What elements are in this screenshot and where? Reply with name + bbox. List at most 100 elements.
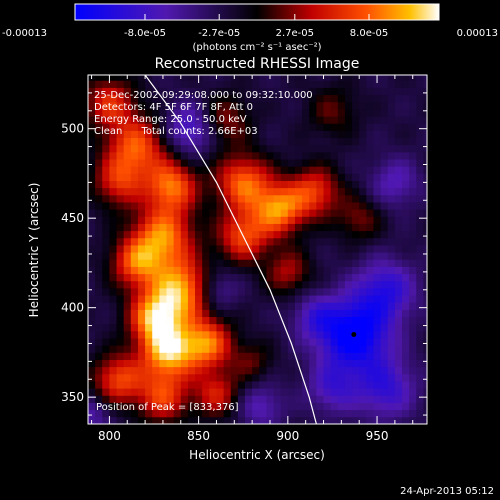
heatmap-cell	[323, 123, 332, 131]
heatmap-cell	[294, 230, 303, 239]
heatmap-cell	[280, 266, 289, 275]
heatmap-cell	[130, 130, 139, 139]
heatmap-cell	[359, 173, 367, 181]
heatmap-cell	[245, 302, 253, 310]
heatmap-cell	[88, 388, 96, 396]
heatmap-cell	[323, 109, 332, 117]
heatmap-cell	[252, 173, 260, 181]
heatmap-cell	[187, 94, 196, 103]
heatmap-cell	[95, 94, 103, 103]
heatmap-cell	[245, 109, 253, 117]
heatmap-cell	[323, 94, 332, 103]
heatmap-cell	[387, 273, 396, 282]
heatmap-cell	[309, 359, 317, 368]
heatmap-cell	[337, 373, 346, 382]
heatmap-cell	[380, 194, 389, 203]
heatmap-cell	[309, 166, 317, 174]
heatmap-cell	[88, 309, 96, 318]
heatmap-cell	[380, 237, 389, 246]
heatmap-cell	[202, 101, 210, 110]
heatmap-cell	[180, 151, 189, 160]
heatmap-cell	[316, 359, 324, 368]
heatmap-cell	[202, 144, 210, 153]
heatmap-cell	[95, 416, 103, 424]
heatmap-cell	[237, 323, 246, 332]
heatmap-cell	[380, 144, 389, 153]
heatmap-cell	[359, 94, 367, 103]
heatmap-cell	[216, 366, 224, 375]
heatmap-cell	[187, 366, 196, 375]
heatmap-cell	[266, 323, 274, 332]
heatmap-cell	[159, 366, 167, 375]
heatmap-cell	[259, 259, 267, 267]
heatmap-cell	[95, 295, 103, 303]
heatmap-cell	[294, 287, 303, 296]
heatmap-cell	[273, 273, 282, 282]
heatmap-cell	[130, 109, 139, 117]
heatmap-cell	[116, 187, 125, 196]
heatmap-cell	[416, 94, 424, 103]
heatmap-cell	[173, 173, 182, 181]
heatmap-cell	[216, 359, 224, 368]
heatmap-cell	[337, 230, 346, 239]
heatmap-cell	[116, 259, 125, 267]
heatmap-cell	[323, 230, 332, 239]
heatmap-cell	[402, 75, 410, 81]
heatmap-cell	[116, 80, 125, 88]
heatmap-cell	[202, 80, 210, 88]
heatmap-cell	[245, 381, 253, 389]
heatmap-cell	[394, 101, 403, 110]
heatmap-cell	[316, 216, 324, 224]
heatmap-cell	[252, 302, 260, 310]
heatmap-cell	[166, 395, 175, 403]
heatmap-cell	[245, 223, 253, 232]
heatmap-cell	[409, 216, 417, 224]
heatmap-cell	[344, 130, 353, 139]
heatmap-cell	[294, 75, 303, 81]
x-tick-label: 800	[98, 429, 121, 443]
heatmap-cell	[145, 94, 153, 103]
heatmap-cell	[137, 101, 146, 110]
heatmap-cell	[302, 295, 310, 303]
heatmap-cell	[359, 338, 367, 346]
heatmap-cell	[316, 409, 324, 418]
heatmap-cell	[95, 352, 103, 360]
heatmap-cell	[302, 323, 310, 332]
heatmap-cell	[202, 159, 210, 167]
heatmap-cell	[88, 173, 96, 181]
heatmap-cell	[287, 416, 296, 424]
heatmap-cell	[323, 409, 332, 418]
heatmap-cell	[380, 302, 389, 310]
heatmap-cell	[259, 316, 267, 325]
heatmap-cell	[88, 323, 96, 332]
heatmap-cell	[359, 187, 367, 196]
heatmap-cell	[252, 287, 260, 296]
heatmap-cell	[294, 101, 303, 110]
x-tick-label: 950	[366, 429, 389, 443]
heatmap-cell	[252, 266, 260, 275]
heatmap-cell	[387, 123, 396, 131]
heatmap-cell	[259, 101, 267, 110]
heatmap-cell	[366, 309, 374, 318]
heatmap-cell	[344, 80, 353, 88]
heatmap-cell	[380, 252, 389, 260]
heatmap-cell	[116, 223, 125, 232]
heatmap-cell	[180, 101, 189, 110]
heatmap-cell	[216, 266, 224, 275]
heatmap-cell	[423, 388, 427, 396]
heatmap-cell	[173, 116, 182, 124]
heatmap-cell	[366, 130, 374, 139]
heatmap-cell	[137, 130, 146, 139]
heatmap-cell	[152, 144, 160, 153]
heatmap-cell	[223, 266, 232, 275]
heatmap-cell	[387, 216, 396, 224]
heatmap-cell	[187, 252, 196, 260]
heatmap-cell	[209, 416, 217, 424]
heatmap-cell	[102, 395, 110, 403]
heatmap-cell	[344, 373, 353, 382]
heatmap-cell	[273, 266, 282, 275]
heatmap-cell	[88, 352, 96, 360]
colorbar-unit-label: (photons cm⁻² s⁻¹ asec⁻²)	[192, 42, 321, 53]
heatmap-cell	[352, 366, 360, 375]
heatmap-cell	[259, 273, 267, 282]
